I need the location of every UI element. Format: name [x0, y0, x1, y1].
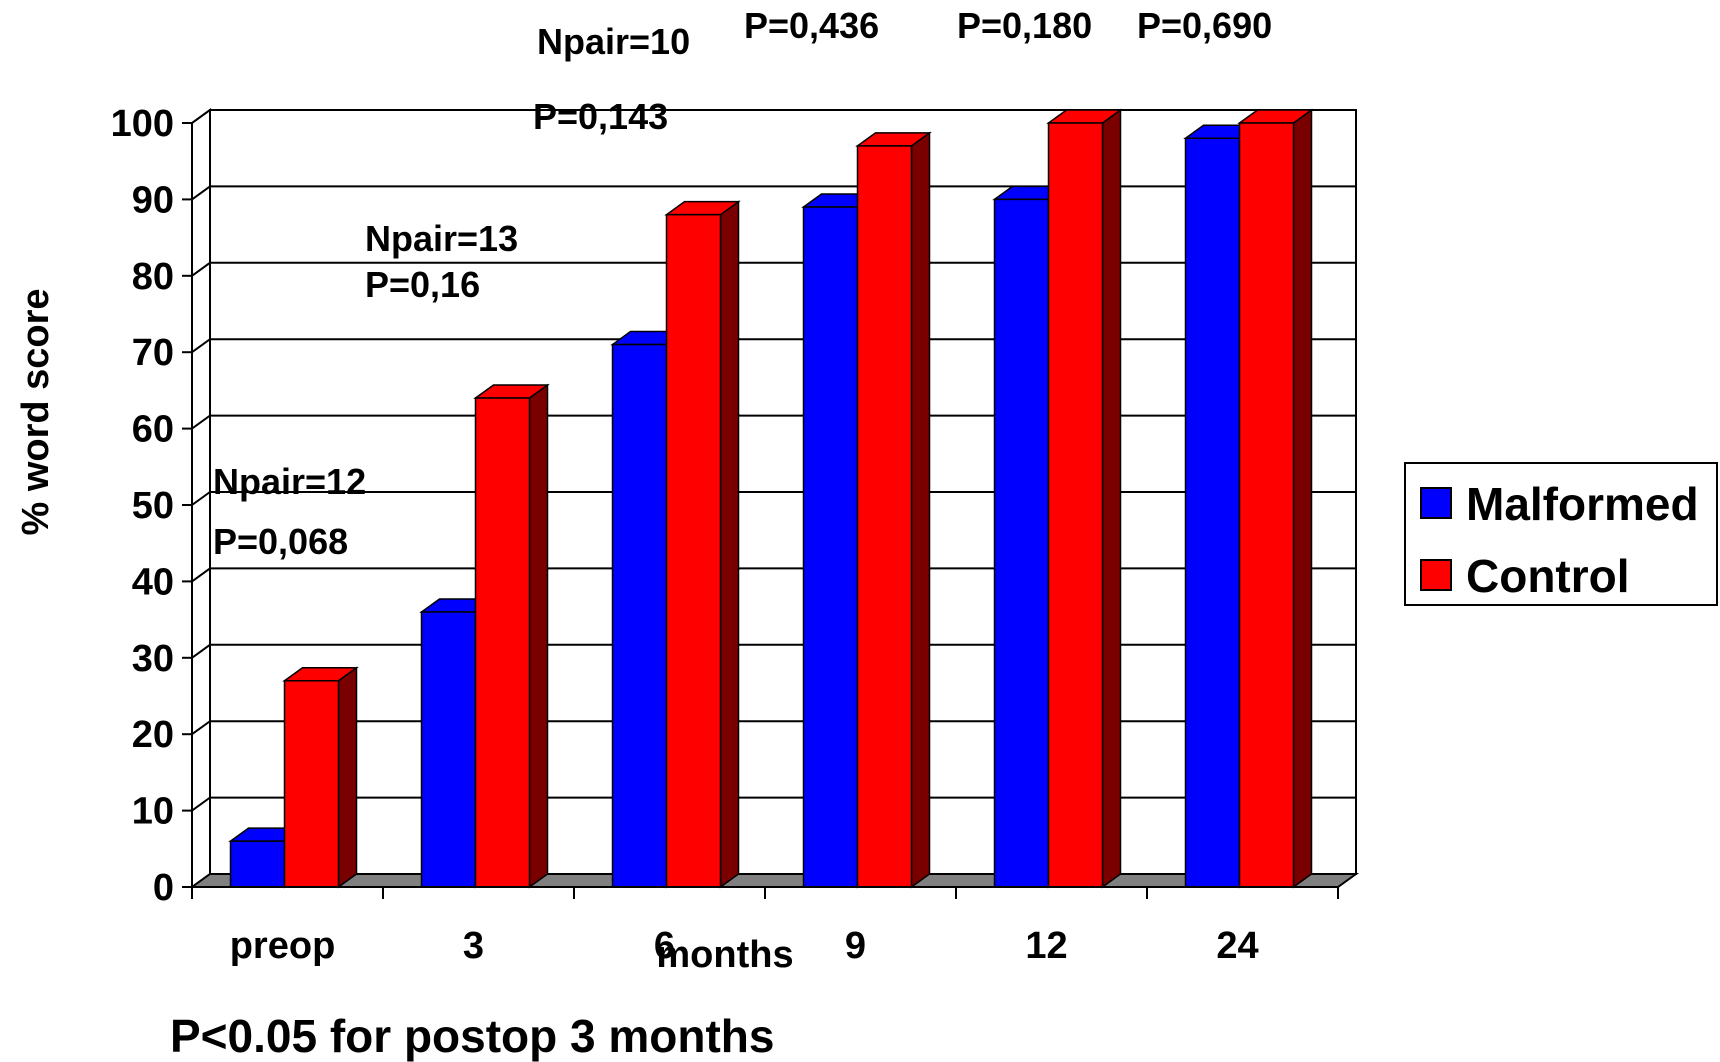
- x-tick-label: 3: [463, 925, 484, 967]
- gridline: [191, 796, 1356, 812]
- bar-front: [993, 198, 1050, 888]
- bar-front: [283, 679, 340, 888]
- x-tick-label: 12: [1025, 925, 1067, 967]
- gridline: [191, 414, 1356, 430]
- bar-side: [528, 383, 549, 889]
- annotation-label: Npair=10: [537, 21, 690, 62]
- bar-front: [802, 206, 859, 888]
- y-tick-label: 10: [132, 791, 174, 833]
- x-tick-labels: preop 3 6 9 12 24: [230, 925, 1259, 967]
- y-tick-label: 20: [132, 714, 174, 756]
- bar-control-9: [855, 131, 932, 889]
- bar-front: [611, 343, 668, 888]
- bar-control-preop: [282, 666, 359, 889]
- annotation-label: P=0,143: [533, 96, 668, 137]
- annotation-label: P=0,180: [957, 5, 1092, 46]
- annotations: Npair=12 P=0,068 Npair=13 P=0,16 Npair=10 P=0…: [213, 5, 1272, 562]
- bar-front: [420, 611, 477, 888]
- bar-side: [1101, 108, 1122, 889]
- legend-label-control: Control: [1466, 550, 1630, 602]
- y-tick-label: 0: [153, 867, 174, 909]
- x-tick-label: preop: [230, 925, 336, 967]
- bar-control-24: [1237, 108, 1314, 889]
- gridline: [191, 643, 1356, 659]
- gridline: [191, 720, 1356, 736]
- legend-box: [1404, 462, 1718, 606]
- annotation-label: Npair=12: [213, 461, 366, 502]
- bar-side: [337, 666, 358, 889]
- gridline: [191, 567, 1356, 583]
- gridline: [191, 109, 1356, 124]
- y-tick-label: 100: [111, 103, 174, 145]
- gridlines: [191, 109, 1356, 812]
- bar-front: [229, 840, 286, 888]
- gridline: [191, 491, 1356, 506]
- annotation-label: P=0,690: [1137, 5, 1272, 46]
- legend-swatch-malformed: [1420, 487, 1452, 519]
- x-tick-label: 9: [845, 925, 866, 967]
- chart-floor: [188, 873, 1360, 888]
- legend-swatch-control: [1420, 559, 1452, 591]
- bar-control-12: [1046, 108, 1123, 889]
- bar-side: [1292, 108, 1313, 889]
- axes: [182, 122, 1339, 899]
- y-tick-label: 90: [132, 179, 174, 221]
- legend-label-malformed: Malformed: [1466, 478, 1699, 530]
- bar-side: [910, 131, 931, 889]
- bar-side: [719, 200, 740, 889]
- annotation-label: Npair=13: [365, 218, 518, 259]
- bar-front: [474, 397, 531, 888]
- annotation-label: P=0,16: [365, 264, 480, 305]
- x-axis-title: months: [656, 934, 793, 976]
- y-tick-label: 70: [132, 332, 174, 374]
- bar-front: [856, 145, 913, 888]
- y-tick-label: 50: [132, 485, 174, 527]
- bars: [228, 108, 1314, 889]
- y-tick-label: 30: [132, 638, 174, 680]
- bar-control-3: [473, 383, 550, 889]
- y-tick-labels: 0 10 20 30 40 50 60 70 80 90 100: [111, 103, 174, 909]
- annotation-label: P=0,436: [744, 5, 879, 46]
- bar-front: [1238, 122, 1295, 888]
- bar-control-6: [664, 200, 741, 889]
- y-axis-title: % word score: [15, 288, 57, 535]
- x-tick-label: 24: [1216, 925, 1258, 967]
- y-tick-label: 40: [132, 561, 174, 603]
- bar-front: [665, 213, 722, 888]
- bar-front: [1184, 137, 1241, 888]
- y-tick-label: 80: [132, 256, 174, 298]
- y-tick-label: 60: [132, 409, 174, 451]
- annotation-label: P=0,068: [213, 521, 348, 562]
- gridline: [191, 185, 1356, 201]
- bar-front: [1047, 122, 1104, 888]
- gridline: [191, 261, 1356, 277]
- footnote: P<0.05 for postop 3 months: [170, 1010, 775, 1062]
- legend: Malformed Control: [1404, 462, 1718, 606]
- x-tick-label: 6: [654, 925, 675, 967]
- gridline: [191, 338, 1356, 354]
